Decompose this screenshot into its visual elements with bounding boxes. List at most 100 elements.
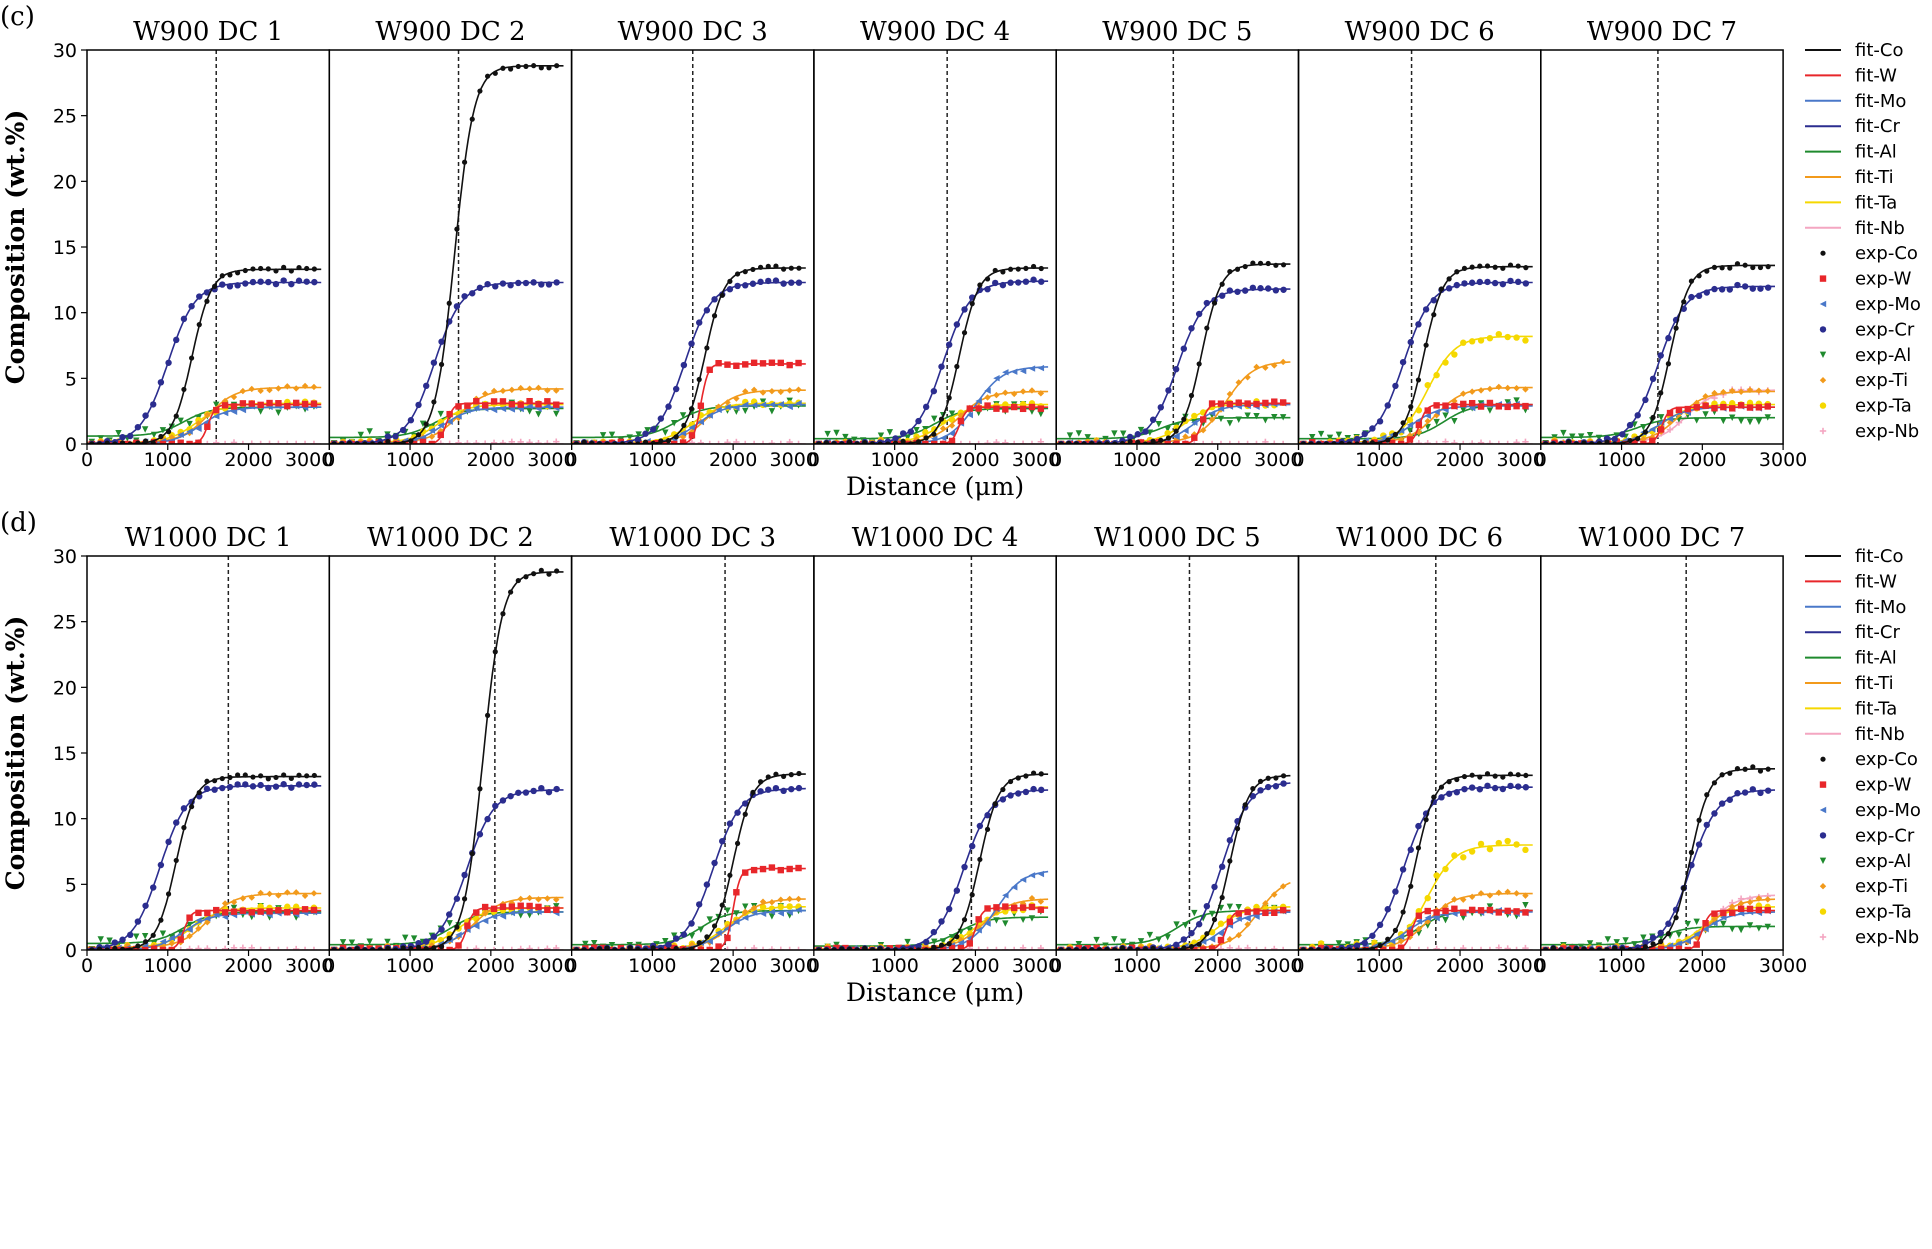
exp-Ti-point <box>1424 918 1431 925</box>
exp-Cr-point <box>1165 387 1172 394</box>
exp-W-point <box>1720 909 1727 917</box>
exp-Co-point <box>688 946 695 950</box>
exp-Ti-point <box>786 895 793 903</box>
exp-Cr-point <box>757 278 764 286</box>
exp-Nb-point <box>275 946 282 950</box>
exp-Nb-point <box>490 946 498 950</box>
x-tick-label: 1000 <box>1597 955 1645 977</box>
exp-Cr-point <box>461 871 468 879</box>
legend-fit-Ti-label: fit-Ti <box>1855 167 1894 188</box>
exp-Cr-point <box>295 277 303 284</box>
exp-Al-point <box>842 433 849 441</box>
exp-W-point <box>1002 903 1009 910</box>
exp-Ti-point <box>248 894 255 901</box>
subplot-title: W1000 DC 6 <box>1336 523 1503 553</box>
exp-Mo-point <box>186 428 193 435</box>
x-tick-label: 2000 <box>224 449 272 471</box>
legend-exp-Al-marker <box>1819 351 1827 358</box>
exp-Co-point <box>288 775 294 782</box>
exp-Ti-point <box>1640 435 1647 443</box>
exp-Ti-point <box>957 936 965 944</box>
exp-Ti-point <box>1019 388 1027 395</box>
exp-Co-point <box>1681 885 1687 891</box>
exp-W-point <box>1397 440 1405 444</box>
legend-exp-Al-marker <box>1819 857 1827 864</box>
exp-Mo-point <box>1702 925 1709 933</box>
exp-Al-point <box>535 411 542 418</box>
x-tick-label: 0 <box>323 955 335 977</box>
plot-area <box>1298 50 1533 444</box>
exp-Co-point <box>773 771 779 777</box>
exp-W-point <box>1737 402 1745 409</box>
exp-Al-point <box>168 423 176 431</box>
exp-Ta-point <box>1522 337 1529 344</box>
exp-Cr-point <box>203 289 211 296</box>
exp-Nb-point <box>517 945 524 950</box>
exp-Co-point <box>165 429 172 435</box>
subplot-3: W900 DC 30 1000 2000 3000 <box>566 17 818 471</box>
exp-Cr-point <box>688 340 695 347</box>
exp-Ti-point <box>275 892 282 899</box>
exp-W-point <box>777 359 784 367</box>
exp-Ta-point <box>931 426 938 433</box>
exp-Cr-point <box>242 280 249 287</box>
exp-Co-point <box>1127 439 1133 444</box>
exp-Cr-point <box>173 819 180 826</box>
exp-Cr-point <box>515 279 522 287</box>
exp-Cr-point <box>1438 794 1445 801</box>
legend-fit-Mo-label: fit-Mo <box>1855 597 1906 618</box>
exp-Co-point <box>969 892 975 898</box>
exp-Co-point <box>265 776 271 782</box>
exp-Nb-point <box>204 945 211 950</box>
x-tick-label: 2000 <box>224 955 272 977</box>
exp-Cr-point <box>1249 792 1257 800</box>
x-tick-label: 1000 <box>628 449 676 471</box>
exp-Nb-point <box>221 440 229 444</box>
exp-W-point <box>473 909 480 916</box>
fit-Co-line <box>571 267 806 444</box>
exp-Co-point <box>1461 265 1468 271</box>
exp-Al-point <box>1111 430 1118 437</box>
exp-Cr-point <box>1703 821 1710 829</box>
exp-Mo-point <box>795 906 802 913</box>
exp-Nb-point <box>310 440 318 444</box>
exp-Mo-point <box>759 910 767 917</box>
exp-Co-point <box>1158 437 1164 443</box>
exp-Nb-point <box>1217 945 1225 950</box>
exp-Al-point <box>437 410 444 418</box>
exp-Co-point <box>734 840 741 846</box>
exp-Co-point <box>688 406 695 412</box>
exp-W-point <box>1666 946 1674 950</box>
exp-Al-point <box>1244 412 1251 419</box>
exp-Ta-point <box>1504 837 1511 845</box>
exp-W-point <box>310 906 318 914</box>
exp-W-point <box>957 944 965 950</box>
exp-Co-point <box>158 433 164 440</box>
exp-W-point <box>1191 434 1198 441</box>
exp-Ta-point <box>1504 333 1511 341</box>
exp-W-point <box>275 400 282 407</box>
fit-Co-line <box>813 773 1049 950</box>
exp-Co-point <box>1484 263 1491 269</box>
exp-Co-point <box>242 267 248 274</box>
x-tick-label: 3000 <box>1254 449 1302 471</box>
exp-Nb-point <box>1253 946 1260 950</box>
exp-Ti-point <box>1388 943 1396 950</box>
legend-exp-Mo-label: exp-Mo <box>1855 800 1921 821</box>
exp-Cr-point <box>1007 279 1014 286</box>
exp-Cr-point <box>772 784 780 792</box>
exp-Mo-point <box>1217 405 1225 412</box>
exp-W-point <box>1137 439 1145 444</box>
exp-Co-point <box>1673 325 1679 331</box>
exp-W-point <box>1199 946 1207 950</box>
exp-Co-point <box>1369 946 1376 950</box>
exp-W-point <box>608 439 616 444</box>
exp-Ti-point <box>517 895 524 903</box>
exp-W-point <box>248 400 255 407</box>
exp-Cr-point <box>780 787 787 795</box>
exp-Co-point <box>400 440 406 444</box>
exp-Co-point <box>977 856 983 863</box>
exp-Nb-point <box>1460 944 1467 950</box>
y-tick-label: 30 <box>53 40 77 62</box>
exp-W-point <box>115 946 122 950</box>
